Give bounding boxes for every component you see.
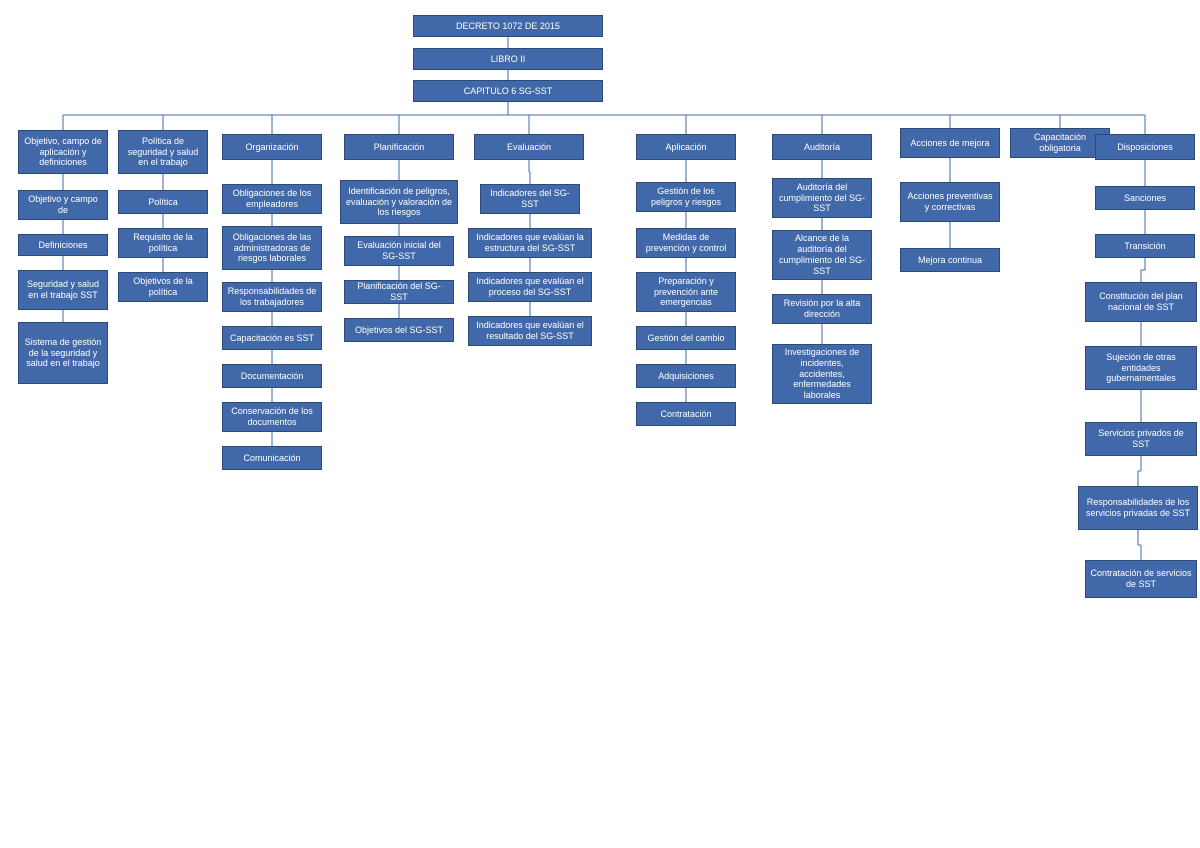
branch-1-child-0: Política <box>118 190 208 214</box>
branch-2-child-5: Conservación de los documentos <box>222 402 322 432</box>
root-node-0: DECRETO 1072 DE 2015 <box>413 15 603 37</box>
branch-3-child-0: Identificación de peligros, evaluación y… <box>340 180 458 224</box>
branch-9-child-0: Sanciones <box>1095 186 1195 210</box>
branch-5-child-1: Medidas de prevención y control <box>636 228 736 258</box>
branch-2-child-0: Obligaciones de los empleadores <box>222 184 322 214</box>
branch-1-child-1: Requisito de la política <box>118 228 208 258</box>
branch-2-child-2: Responsabilidades de los trabajadores <box>222 282 322 312</box>
branch-3-child-2: Planificación del SG-SST <box>344 280 454 304</box>
branch-2-child-4: Documentación <box>222 364 322 388</box>
branch-2-child-1: Obligaciones de las administradoras de r… <box>222 226 322 270</box>
branch-head-0: Objetivo, campo de aplicación y definici… <box>18 130 108 174</box>
branch-9-child-6: Contratación de servicios de SST <box>1085 560 1197 598</box>
branch-head-9: Disposiciones <box>1095 134 1195 160</box>
root-node-2: CAPITULO 6 SG-SST <box>413 80 603 102</box>
branch-6-child-3: Investigaciones de incidentes, accidente… <box>772 344 872 404</box>
branch-3-child-3: Objetivos del SG-SST <box>344 318 454 342</box>
branch-head-2: Organización <box>222 134 322 160</box>
branch-3-child-1: Evaluación inicial del SG-SST <box>344 236 454 266</box>
branch-head-4: Evaluación <box>474 134 584 160</box>
branch-5-child-2: Preparación y prevención ante emergencia… <box>636 272 736 312</box>
branch-5-child-5: Contratación <box>636 402 736 426</box>
branch-head-7: Acciones de mejora <box>900 128 1000 158</box>
branch-2-child-3: Capacitación es SST <box>222 326 322 350</box>
branch-head-6: Auditoría <box>772 134 872 160</box>
branch-4-child-0: Indicadores del SG-SST <box>480 184 580 214</box>
branch-2-child-6: Comunicación <box>222 446 322 470</box>
branch-5-child-3: Gestión del cambio <box>636 326 736 350</box>
branch-9-child-2: Constitución del plan nacional de SST <box>1085 282 1197 322</box>
branch-5-child-4: Adquisiciones <box>636 364 736 388</box>
branch-9-child-4: Servicios privados de SST <box>1085 422 1197 456</box>
branch-4-child-3: Indicadores que evalúan el resultado del… <box>468 316 592 346</box>
branch-7-child-0: Acciones preventivas y correctivas <box>900 182 1000 222</box>
branch-1-child-2: Objetivos de la política <box>118 272 208 302</box>
branch-0-child-2: Seguridad y salud en el trabajo SST <box>18 270 108 310</box>
branch-4-child-1: Indicadores que evalúan la estructura de… <box>468 228 592 258</box>
branch-0-child-1: Definiciones <box>18 234 108 256</box>
branch-5-child-0: Gestión de los peligros y riesgos <box>636 182 736 212</box>
branch-head-5: Aplicación <box>636 134 736 160</box>
branch-9-child-3: Sujeción de otras entidades gubernamenta… <box>1085 346 1197 390</box>
branch-6-child-1: Alcance de la auditoría del cumplimiento… <box>772 230 872 280</box>
root-node-1: LIBRO II <box>413 48 603 70</box>
branch-6-child-2: Revisión por la alta dirección <box>772 294 872 324</box>
branch-6-child-0: Auditoría del cumplimiento del SG-SST <box>772 178 872 218</box>
branch-head-1: Política de seguridad y salud en el trab… <box>118 130 208 174</box>
branch-7-child-1: Mejora continua <box>900 248 1000 272</box>
branch-0-child-0: Objetivo y campo de <box>18 190 108 220</box>
branch-9-child-5: Responsabilidades de los servicios priva… <box>1078 486 1198 530</box>
branch-0-child-3: Sistema de gestión de la seguridad y sal… <box>18 322 108 384</box>
branch-head-3: Planificación <box>344 134 454 160</box>
branch-4-child-2: Indicadores que evalúan el proceso del S… <box>468 272 592 302</box>
branch-9-child-1: Transición <box>1095 234 1195 258</box>
